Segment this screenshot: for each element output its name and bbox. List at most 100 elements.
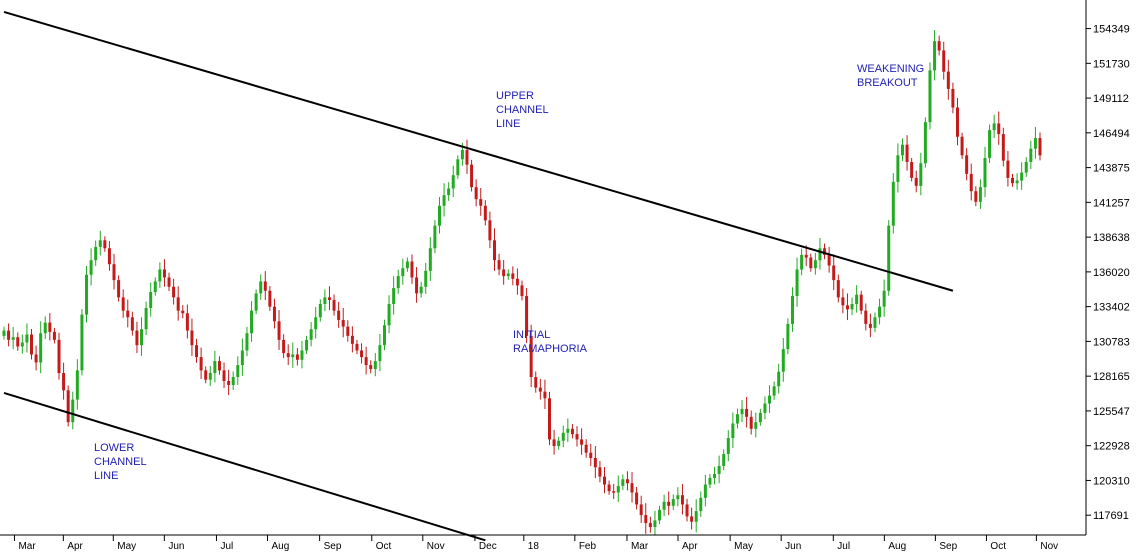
candle-body: [878, 306, 882, 318]
candle: [130, 311, 134, 336]
candle-body: [781, 349, 785, 372]
candle-body: [845, 305, 849, 310]
candle: [566, 418, 570, 443]
candle: [520, 280, 524, 301]
candle: [318, 299, 322, 322]
candle: [263, 271, 267, 301]
candle-body: [548, 398, 552, 440]
candle: [575, 426, 579, 447]
candle-body: [309, 329, 313, 340]
candle-body: [227, 381, 231, 385]
y-tick-label: 136020: [1093, 267, 1130, 279]
candle-body: [515, 278, 519, 286]
candle: [483, 200, 487, 226]
candle: [492, 228, 496, 271]
candle: [621, 474, 625, 491]
candle-body: [190, 330, 194, 346]
candle: [754, 412, 758, 438]
candle-body: [195, 345, 199, 358]
candle-body: [43, 322, 47, 334]
candle-body: [126, 310, 130, 318]
candle-body: [566, 428, 570, 433]
candle: [442, 183, 446, 217]
candle: [135, 321, 139, 354]
candle: [983, 146, 987, 198]
candle-body: [442, 195, 446, 206]
candle: [474, 179, 478, 207]
candle: [309, 322, 313, 347]
candle: [763, 396, 767, 420]
x-tick-label: Jul: [837, 541, 850, 552]
x-tick-label: Feb: [579, 541, 597, 552]
candle: [373, 353, 377, 377]
candle-body: [580, 439, 584, 445]
candle-body: [502, 269, 506, 277]
annotation-line: LINE: [94, 470, 118, 482]
candle-body: [790, 296, 794, 324]
candle: [662, 494, 666, 517]
candle: [410, 254, 414, 284]
candle: [648, 516, 652, 533]
candle: [836, 274, 840, 303]
y-tick-label: 130783: [1093, 336, 1130, 348]
candle-body: [813, 260, 817, 269]
candle: [745, 396, 749, 428]
candle-body: [254, 293, 258, 311]
candle: [768, 385, 772, 413]
candle: [625, 471, 629, 491]
candle-body: [900, 144, 904, 156]
candle-body: [680, 495, 684, 505]
candle-body: [135, 330, 139, 346]
candle-body: [39, 333, 43, 363]
candle-body: [538, 387, 542, 392]
candle-body: [149, 292, 153, 308]
candle-body: [745, 408, 749, 417]
y-tick-label: 146494: [1093, 128, 1130, 140]
candle-body: [172, 286, 176, 298]
candle-body: [983, 157, 987, 188]
candle-body: [841, 297, 845, 306]
candle: [382, 319, 386, 351]
candle: [341, 307, 345, 338]
candle: [859, 290, 863, 315]
candle: [162, 259, 166, 287]
x-tick-label: Mar: [631, 541, 649, 552]
candle-body: [763, 403, 767, 413]
candle: [456, 155, 460, 179]
candle: [910, 157, 914, 182]
candle-body: [543, 391, 547, 399]
candle: [355, 339, 359, 355]
candle: [149, 282, 153, 317]
candle-body: [263, 281, 267, 291]
candle-body: [153, 281, 157, 293]
candle: [612, 484, 616, 499]
candle: [1033, 126, 1037, 159]
candle-body: [415, 277, 419, 294]
candle: [222, 362, 226, 389]
candle: [176, 286, 180, 321]
candle-body: [355, 343, 359, 351]
candle-body: [1033, 138, 1037, 149]
candle-body: [589, 452, 593, 459]
candle: [419, 281, 423, 298]
y-tick-label: 133402: [1093, 302, 1130, 314]
candle-body: [7, 330, 11, 340]
candle: [598, 460, 602, 483]
x-tick-label: Apr: [67, 541, 83, 552]
ramaphoria-annotation: INITIAL RAMAPHORIA: [513, 329, 588, 355]
candle-body: [428, 248, 432, 271]
candle-body: [988, 130, 992, 158]
candle-body: [809, 257, 813, 269]
candle: [855, 285, 859, 313]
candle: [39, 321, 43, 374]
candle: [502, 259, 506, 285]
candle: [447, 182, 451, 201]
candle: [772, 381, 776, 400]
candle-body: [176, 297, 180, 311]
candle-body: [337, 310, 341, 320]
candle-body: [525, 296, 529, 336]
candle: [644, 503, 648, 534]
candle: [236, 356, 240, 385]
candle: [75, 359, 79, 410]
candle-body: [71, 399, 75, 423]
